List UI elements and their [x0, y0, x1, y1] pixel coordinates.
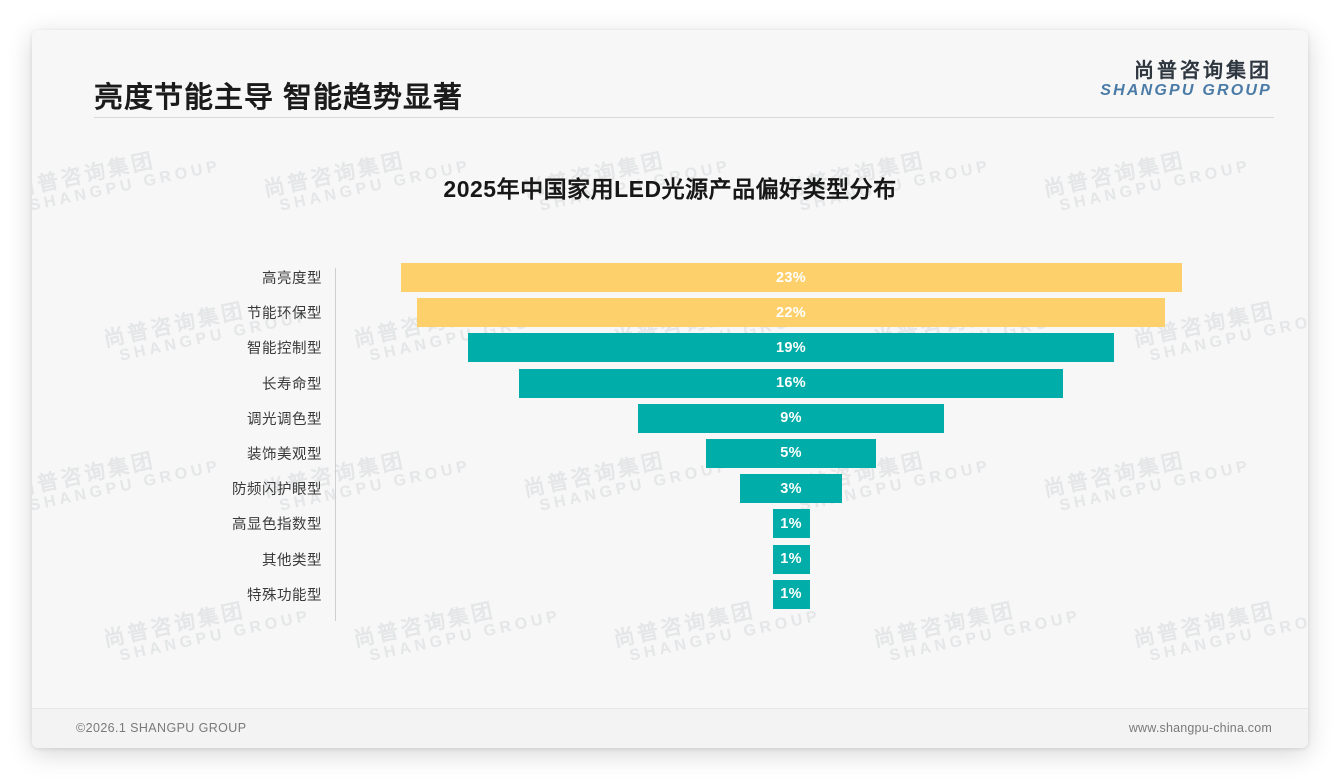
bar-track: 1%: [336, 577, 1274, 612]
bar-row: 智能控制型 19%: [94, 330, 1274, 365]
bar-value-label: 1%: [780, 586, 802, 603]
header-divider: [94, 117, 1274, 118]
bar-value-label: 23%: [776, 269, 806, 286]
bar-track: 5%: [336, 436, 1274, 471]
bar-segment[interactable]: 9%: [638, 403, 944, 433]
bar-value-label: 16%: [776, 375, 806, 392]
bar-value-label: 19%: [776, 339, 806, 356]
bar-track: 22%: [336, 295, 1274, 330]
bar-value-label: 9%: [780, 410, 802, 427]
bar-category-label: 其他类型: [262, 552, 322, 569]
page-title: 亮度节能主导 智能趋势显著: [94, 82, 464, 114]
slide-header: 亮度节能主导 智能趋势显著 尚普咨询集团 SHANGPU GROUP: [32, 30, 1308, 118]
bar-list: 高亮度型 23% 节能环保型 22% 智能控制型 19% 长寿命型 16% 调光调色型 9% 装饰美…: [94, 260, 1274, 612]
bar-category-label: 长寿命型: [262, 376, 322, 393]
bar-track: 3%: [336, 471, 1274, 506]
bar-track: 16%: [336, 366, 1274, 401]
bar-row: 调光调色型 9%: [94, 401, 1274, 436]
brand-logo: 尚普咨询集团 SHANGPU GROUP: [1100, 60, 1272, 100]
bar-row: 高亮度型 23%: [94, 260, 1274, 295]
bar-row: 节能环保型 22%: [94, 295, 1274, 330]
slide-canvas: 尚普咨询集团 SHANGPU GROUP 尚普咨询集团 SHANGPU GROUP 尚普…: [32, 30, 1308, 748]
bar-category-label: 高亮度型: [262, 271, 322, 288]
bar-row: 装饰美观型 5%: [94, 436, 1274, 471]
bar-value-label: 22%: [776, 304, 806, 321]
bar-row: 其他类型 1%: [94, 542, 1274, 577]
bar-category-label: 智能控制型: [247, 341, 322, 358]
bar-value-label: 3%: [780, 480, 802, 497]
chart-title: 2025年中国家用LED光源产品偏好类型分布: [443, 176, 897, 202]
bar-track: 9%: [336, 401, 1274, 436]
brand-name-en: SHANGPU GROUP: [1100, 82, 1272, 100]
bar-segment[interactable]: 16%: [519, 368, 1063, 398]
bar-segment[interactable]: 23%: [400, 263, 1182, 292]
bar-row: 长寿命型 16%: [94, 366, 1274, 401]
bar-segment[interactable]: 3%: [740, 474, 842, 504]
bar-track: 1%: [336, 506, 1274, 541]
bar-value-label: 1%: [780, 515, 802, 532]
bar-value-label: 5%: [780, 445, 802, 462]
bar-segment[interactable]: 1%: [772, 509, 810, 539]
footer-copyright: ©2026.1 SHANGPU GROUP: [76, 721, 247, 735]
bar-segment[interactable]: 19%: [468, 333, 1114, 363]
bar-category-label: 特殊功能型: [247, 587, 322, 604]
bar-category-label: 节能环保型: [247, 306, 322, 323]
brand-name-cn: 尚普咨询集团: [1134, 60, 1272, 82]
bar-segment[interactable]: 22%: [417, 298, 1165, 328]
bar-track: 23%: [336, 260, 1274, 295]
bar-row: 特殊功能型 1%: [94, 577, 1274, 612]
bar-row: 高显色指数型 1%: [94, 506, 1274, 541]
bar-track: 19%: [336, 330, 1274, 365]
bar-row: 防频闪护眼型 3%: [94, 471, 1274, 506]
bar-category-label: 高显色指数型: [232, 517, 322, 534]
bar-category-label: 调光调色型: [247, 411, 322, 428]
bar-segment[interactable]: 5%: [706, 438, 876, 468]
bar-category-label: 防频闪护眼型: [232, 482, 322, 499]
funnel-bar-chart: 高亮度型 23% 节能环保型 22% 智能控制型 19% 长寿命型 16% 调光调色型 9% 装饰美…: [94, 260, 1274, 630]
bar-segment[interactable]: 1%: [772, 579, 810, 609]
bar-value-label: 1%: [780, 551, 802, 567]
bar-track: 1%: [336, 542, 1274, 577]
footer-website[interactable]: www.shangpu-china.com: [1128, 721, 1272, 735]
bar-segment[interactable]: 1%: [772, 544, 810, 574]
bar-category-label: 装饰美观型: [247, 447, 322, 464]
slide-footer: ©2026.1 SHANGPU GROUP www.shangpu-china.…: [32, 708, 1308, 748]
category-axis-line: [335, 268, 336, 621]
